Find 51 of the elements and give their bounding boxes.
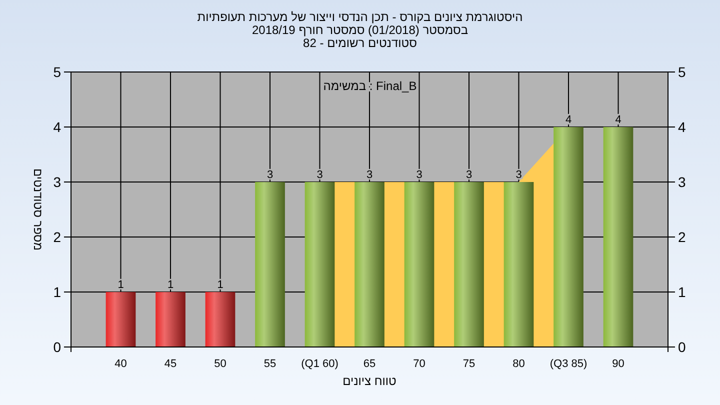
y2-tick-label: 3 (678, 174, 686, 190)
bar (304, 182, 335, 347)
data-label: 4 (615, 114, 622, 126)
data-label: 3 (466, 169, 472, 181)
data-label: 1 (167, 279, 174, 291)
x-tick-label: 90 (612, 358, 624, 370)
bar (404, 182, 434, 347)
bar (603, 127, 634, 347)
text: סטודנטים רשומים - 82 (303, 36, 418, 50)
x-tick-label: 55 (264, 358, 276, 370)
y2-tick-label: 2 (678, 229, 686, 245)
y-tick-label: 3 (53, 174, 62, 190)
bar (205, 292, 236, 347)
x-axis-title: טווח ציונים (342, 374, 397, 388)
y2-tick-label: 1 (678, 284, 686, 300)
x-tick-label: 65 (363, 358, 376, 370)
y-tick-label: 2 (53, 229, 62, 245)
x-tick-label: 80 (512, 358, 525, 370)
data-label: 3 (316, 169, 323, 181)
chart-title: היסטוגרמת ציונים בקורס - תכן הנדסי וייצור של מערכות תעופתיות (197, 10, 523, 24)
data-label: 3 (416, 169, 422, 181)
data-label: 3 (366, 169, 373, 181)
y-tick-label: 1 (53, 284, 62, 300)
bar (255, 182, 285, 347)
data-label: 3 (266, 169, 274, 181)
x-tick-label: (Q3 85) (550, 358, 588, 370)
annotation: Final_B : במשימה (323, 79, 417, 93)
bar (106, 292, 136, 347)
y-tick-label: 4 (53, 119, 62, 135)
bar (454, 182, 484, 347)
bar (354, 182, 384, 347)
bar (504, 182, 534, 347)
data-label: 1 (118, 279, 124, 291)
y-axis-title: מספר סטודנטים (31, 168, 45, 251)
x-tick-label: 50 (214, 358, 226, 370)
x-tick-label: 40 (114, 358, 127, 370)
chart-subtitle: בסמסטר (01/2018) סמסטר חורף 2018/19 (252, 23, 468, 37)
bar (156, 292, 186, 347)
y2-tick-label: 4 (678, 119, 686, 135)
y2-tick-label: 0 (678, 339, 686, 355)
x-tick-label: (Q1 60) (301, 358, 338, 370)
data-label: 4 (565, 114, 572, 126)
y-tick-label: 0 (53, 339, 62, 355)
y-tick-label: 5 (53, 64, 62, 80)
data-label: 3 (516, 169, 522, 181)
x-tick-label: 45 (164, 358, 177, 370)
x-tick-label: 70 (413, 358, 426, 370)
y2-tick-label: 5 (678, 64, 686, 80)
x-tick-label: 75 (462, 358, 476, 370)
bar (554, 127, 584, 347)
data-label: 1 (217, 279, 224, 291)
